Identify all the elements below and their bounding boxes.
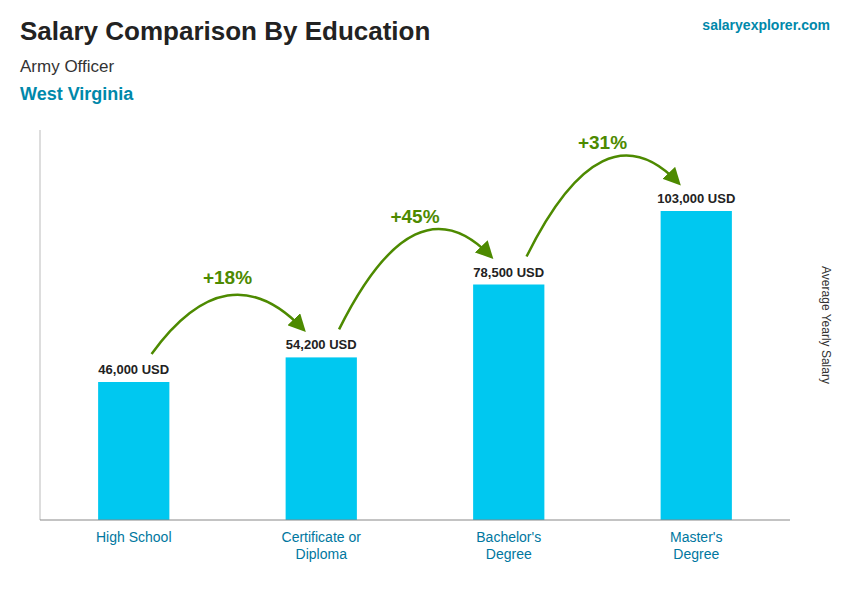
- change-arrow: [152, 295, 304, 354]
- x-tick-label-line: Master's: [670, 529, 722, 545]
- x-tick-label: Master'sDegree: [670, 529, 722, 562]
- bar: [98, 382, 169, 520]
- subtitle: Army Officer: [20, 57, 114, 76]
- bar: [286, 357, 357, 520]
- chart-svg: Salary Comparison By Education Army Offic…: [0, 0, 850, 606]
- x-tick-label-line: Degree: [673, 546, 719, 562]
- change-arrow: [339, 229, 491, 329]
- chart-container: Salary Comparison By Education Army Offic…: [0, 0, 850, 606]
- x-tick-label-line: High School: [96, 529, 172, 545]
- data-label: 46,000 USD: [98, 362, 169, 377]
- change-label: +18%: [203, 267, 252, 288]
- source: salaryexplorer.com: [702, 17, 830, 33]
- y-axis-label: Average Yearly Salary: [819, 266, 833, 384]
- x-tick-label-line: Diploma: [296, 546, 348, 562]
- x-tick-label: High School: [96, 529, 172, 545]
- subtitle: West Virginia: [20, 84, 134, 104]
- x-tick-label-line: Certificate or: [282, 529, 362, 545]
- x-tick-label: Certificate orDiploma: [282, 529, 362, 562]
- bar: [473, 285, 544, 521]
- x-tick-label-line: Bachelor's: [476, 529, 541, 545]
- data-label: 54,200 USD: [286, 337, 357, 352]
- change-arrow: [527, 156, 679, 257]
- bars: [98, 211, 732, 520]
- y-axis-line: [40, 130, 41, 520]
- change-label: +45%: [390, 206, 439, 227]
- x-tick-label: Bachelor'sDegree: [476, 529, 541, 562]
- data-label: 78,500 USD: [473, 265, 544, 280]
- x-tick-label-line: Degree: [486, 546, 532, 562]
- title: Salary Comparison By Education: [20, 16, 430, 46]
- x-axis-line: [40, 520, 790, 521]
- bar: [661, 211, 732, 520]
- change-label: +31%: [578, 132, 627, 153]
- data-label: 103,000 USD: [657, 191, 735, 206]
